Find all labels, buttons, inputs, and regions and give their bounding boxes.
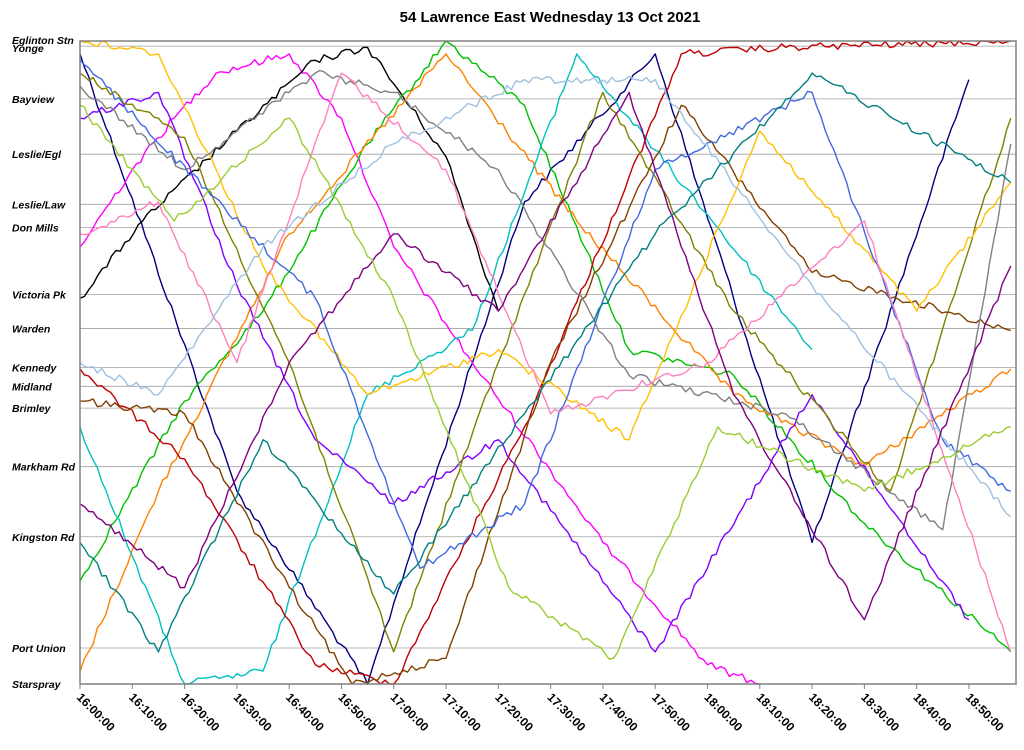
trip-line (79, 72, 1012, 653)
stop-label: Kennedy (12, 363, 58, 375)
stop-label: Leslie/Egl (12, 149, 62, 161)
x-tick-label: 16:40:00 (283, 690, 327, 734)
grid-lines (80, 40, 1016, 685)
stop-label: Markham Rd (12, 462, 76, 474)
x-tick-label: 18:20:00 (806, 690, 850, 734)
x-tick-label: 17:50:00 (649, 690, 693, 734)
trip-line (79, 72, 1012, 653)
trip-line (79, 91, 1012, 621)
x-axis-tick-labels: 16:00:00 16:10:00 16:20:00 16:30:00 16:40:00… (74, 684, 1007, 734)
plot-frame (79, 40, 1017, 685)
x-tick-label: 16:20:00 (178, 690, 222, 734)
trip-line (79, 53, 1012, 672)
x-tick-label: 18:40:00 (911, 690, 955, 734)
stop-label: Leslie/Law (12, 199, 66, 211)
stop-label: Bayview (12, 94, 55, 106)
x-tick-label: 18:10:00 (754, 690, 798, 734)
x-tick-label: 18:00:00 (701, 690, 745, 734)
trip-line (79, 75, 1012, 518)
x-tick-label: 16:00:00 (74, 690, 118, 734)
trip-line (79, 40, 1012, 653)
stop-label: Starspray (12, 679, 62, 691)
trip-line (79, 40, 1012, 441)
x-tick-label: 18:30:00 (858, 690, 902, 734)
stop-label: Kingston Rd (12, 532, 75, 544)
chart-title: 54 Lawrence East Wednesday 13 Oct 2021 (400, 9, 701, 26)
trip-line (79, 40, 1011, 685)
stop-label: Yonge (12, 43, 44, 55)
trip-line (79, 104, 1011, 685)
stop-label: Eglinton Stn (12, 35, 74, 47)
stop-label: Brimley (12, 403, 52, 415)
x-tick-label: 16:10:00 (126, 690, 170, 734)
x-tick-label: 17:30:00 (544, 690, 588, 734)
trip-line (79, 53, 970, 685)
trip-line (79, 53, 760, 685)
x-tick-label: 17:20:00 (492, 690, 536, 734)
trip-line (79, 104, 1011, 660)
stop-label: Midland (12, 381, 52, 393)
trip-lines (79, 40, 1012, 685)
trip-line (79, 72, 1012, 653)
stop-label: Warden (12, 323, 50, 335)
x-tick-label: 17:10:00 (440, 690, 484, 734)
x-tick-label: 17:00:00 (388, 690, 432, 734)
stop-label: Don Mills (12, 222, 59, 234)
x-tick-label: 16:30:00 (231, 690, 275, 734)
x-tick-label: 17:40:00 (597, 690, 641, 734)
trip-line (79, 69, 1012, 531)
trip-line (79, 91, 970, 653)
x-tick-label: 16:50:00 (335, 690, 379, 734)
stop-label: Victoria Pk (12, 289, 67, 301)
x-tick-label: 18:50:00 (963, 690, 1007, 734)
trip-line (79, 53, 813, 685)
trip-line (79, 59, 1011, 569)
trip-line (79, 46, 499, 312)
stop-label: Port Union (12, 643, 66, 655)
